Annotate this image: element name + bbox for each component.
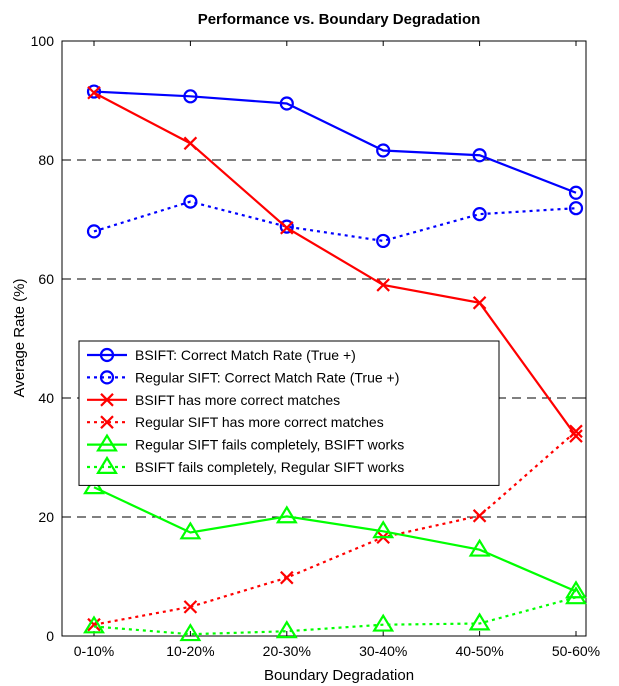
data-point xyxy=(279,96,294,111)
data-point xyxy=(569,424,583,439)
legend-item: Regular SIFT has more correct matches xyxy=(87,414,384,430)
data-point xyxy=(86,224,102,239)
plot-area: 0 20 40 60 80 100 0-10% 10-20% 20-30% 30-40% 40-50… xyxy=(31,33,600,659)
legend-label: Regular SIFT fails completely, BSIFT wor… xyxy=(135,437,404,453)
x-tick-label: 20-30% xyxy=(263,643,311,659)
y-tick-label: 80 xyxy=(38,152,54,168)
data-point xyxy=(275,620,298,639)
data-point xyxy=(83,615,105,634)
y-tick-label: 0 xyxy=(46,628,54,644)
y-tick-label: 60 xyxy=(38,271,54,287)
x-tick-label: 50-60% xyxy=(552,643,600,659)
y-axis-label: Average Rate (%) xyxy=(11,279,28,398)
legend-item: BSIFT fails completely, Regular SIFT wor… xyxy=(87,455,404,475)
series-3 xyxy=(87,85,583,443)
series-2 xyxy=(86,194,584,249)
data-point xyxy=(472,207,487,222)
data-point xyxy=(179,521,202,540)
data-point xyxy=(376,233,391,249)
legend-label: Regular SIFT: Correct Match Rate (True +… xyxy=(135,369,399,385)
series-5 xyxy=(83,476,587,599)
data-point xyxy=(565,580,587,599)
legend-marker xyxy=(96,455,118,474)
legend-item: BSIFT has more correct matches xyxy=(87,392,340,408)
data-point xyxy=(183,136,198,151)
legend-marker xyxy=(100,393,114,407)
x-tick-label: 30-40% xyxy=(359,643,407,659)
series-line xyxy=(93,90,577,194)
data-point xyxy=(472,509,487,523)
legend-marker xyxy=(100,415,114,429)
x-tick-label: 40-50% xyxy=(455,643,503,659)
data-point xyxy=(183,600,198,614)
legend: BSIFT: Correct Match Rate (True +) Regula… xyxy=(78,340,500,486)
data-point xyxy=(568,201,584,216)
data-point xyxy=(376,143,391,158)
legend-label: Regular SIFT has more correct matches xyxy=(135,414,384,430)
series-6 xyxy=(83,586,587,642)
series-line xyxy=(93,486,577,593)
data-point xyxy=(372,520,395,539)
data-point xyxy=(468,538,491,557)
legend-item: Regular SIFT fails completely, BSIFT wor… xyxy=(87,433,404,453)
series-line xyxy=(93,91,577,437)
series-1 xyxy=(86,84,584,200)
legend-marker xyxy=(99,370,115,385)
y-tick-label: 40 xyxy=(38,390,54,406)
legend-label: BSIFT: Correct Match Rate (True +) xyxy=(135,347,356,363)
y-tick-label: 100 xyxy=(31,33,55,49)
data-point xyxy=(472,148,487,163)
data-point xyxy=(565,586,587,605)
data-point xyxy=(183,194,198,209)
legend-box xyxy=(78,340,500,486)
data-point xyxy=(568,185,584,200)
data-point xyxy=(472,296,487,310)
data-point xyxy=(280,570,294,585)
legend-item: BSIFT: Correct Match Rate (True +) xyxy=(87,347,356,363)
chart-title: Performance vs. Boundary Degradation xyxy=(198,11,481,28)
data-point xyxy=(280,221,294,235)
data-point xyxy=(569,429,583,443)
series-line xyxy=(93,596,577,636)
y-tick-label: 20 xyxy=(38,509,54,525)
series-line xyxy=(93,200,577,243)
data-point xyxy=(275,505,298,524)
legend-marker xyxy=(96,433,118,452)
legend-label: BSIFT has more correct matches xyxy=(135,392,340,408)
x-axis-label: Boundary Degradation xyxy=(264,667,414,684)
data-point xyxy=(468,612,491,631)
data-point xyxy=(87,617,101,632)
data-point xyxy=(87,85,101,100)
data-point xyxy=(179,623,202,642)
axes-box xyxy=(61,40,587,637)
data-point xyxy=(279,219,294,234)
legend-label: BSIFT fails completely, Regular SIFT wor… xyxy=(135,459,404,475)
legend-marker xyxy=(99,347,115,363)
x-tick-label: 0-10% xyxy=(74,643,114,659)
data-point xyxy=(86,84,102,99)
legend-item: Regular SIFT: Correct Match Rate (True +… xyxy=(87,369,399,385)
data-point xyxy=(376,278,390,292)
data-point xyxy=(372,613,395,632)
x-tick-label: 10-20% xyxy=(166,643,214,659)
data-point xyxy=(183,89,198,104)
